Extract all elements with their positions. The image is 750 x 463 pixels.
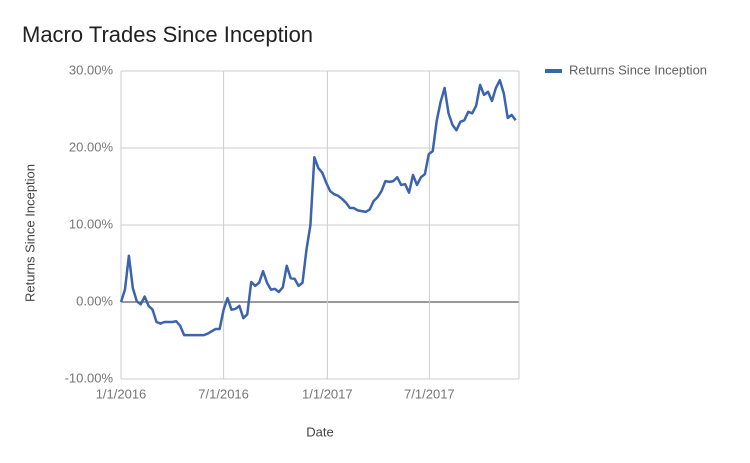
x-tick-label: 1/1/2017: [302, 386, 353, 401]
x-tick-label: 7/1/2016: [198, 386, 249, 401]
y-tick-label: 20.00%: [69, 139, 114, 154]
y-tick-label: 0.00%: [76, 293, 113, 308]
y-tick-label: 30.00%: [69, 62, 114, 77]
y-axis-title: Returns Since Inception: [22, 164, 37, 302]
y-tick-label: -10.00%: [65, 370, 114, 385]
x-tick-label: 7/1/2017: [404, 386, 455, 401]
y-tick-label: 10.00%: [69, 216, 114, 231]
series-line: [119, 78, 517, 337]
x-axis-title: Date: [306, 424, 333, 439]
x-tick-label: 1/1/2016: [96, 386, 147, 401]
legend-label: Returns Since Inception: [569, 62, 707, 77]
chart-title: Macro Trades Since Inception: [22, 22, 313, 47]
